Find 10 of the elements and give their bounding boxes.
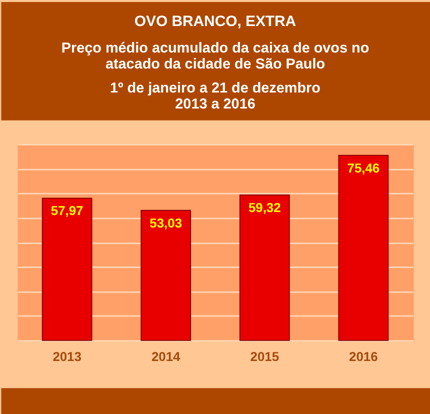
data-label: 57,97 bbox=[50, 203, 84, 218]
data-label: 75,46 bbox=[347, 160, 380, 176]
x-tick-label: 2013 bbox=[52, 348, 82, 364]
data-label: 53,03 bbox=[150, 215, 182, 230]
chart-subtitle: Preço médio acumulado da caixa de ovos no atacado da cidade de São Paulo 1º de janeiro a 21 de dezembro 2013 a 2016 bbox=[61, 40, 370, 112]
chart-title: OVO BRANCO, EXTRA bbox=[134, 12, 296, 30]
data-label: 59,32 bbox=[248, 200, 281, 215]
x-tick-label: 2015 bbox=[250, 348, 280, 364]
x-tick-label: 2014 bbox=[151, 348, 182, 364]
x-tick-label: 2016 bbox=[349, 348, 378, 364]
